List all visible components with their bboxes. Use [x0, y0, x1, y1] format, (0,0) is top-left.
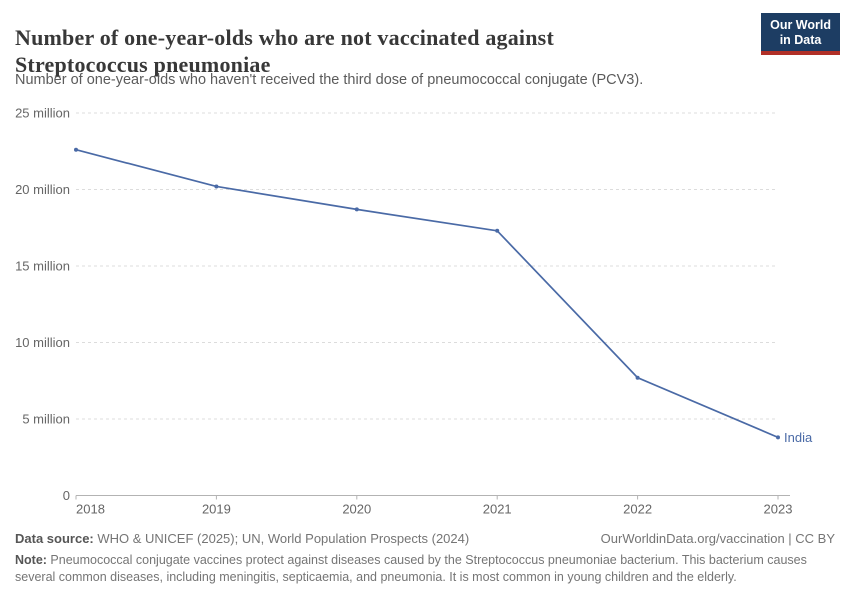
x-tick-label: 2021 [483, 502, 512, 517]
page-title: Number of one-year-olds who are not vacc… [15, 25, 554, 79]
data-source-value: WHO & UNICEF (2025); UN, World Populatio… [93, 531, 470, 546]
series-entity-label[interactable]: India [784, 430, 813, 445]
y-tick-label: 5 million [22, 412, 70, 427]
y-tick-label: 20 million [15, 182, 70, 197]
y-tick-label: 25 million [15, 106, 70, 121]
y-tick-label: 0 [63, 488, 70, 503]
data-point [495, 228, 500, 233]
data-point [776, 435, 780, 440]
series-line [75, 148, 779, 439]
line-chart-canvas: 0 5 million 10 million 15 million 20 million… [0, 95, 850, 535]
y-tick-label: 15 million [15, 259, 70, 274]
y-tick-label: 10 million [15, 335, 70, 350]
note-label: Note: [15, 553, 47, 567]
chart-subtitle: Number of one-year-olds who haven't rece… [15, 72, 644, 88]
note-text: Note: Pneumococcal conjugate vaccines pr… [15, 552, 835, 587]
data-point [214, 184, 219, 189]
data-point [354, 207, 359, 212]
page-title-line2: Streptococcus pneumoniae [15, 51, 271, 77]
chart-footer: Data source: WHO & UNICEF (2025); UN, Wo… [15, 531, 835, 587]
owid-logo-line1: Our World [770, 18, 831, 32]
owid-logo-line2: in Data [779, 32, 822, 47]
page-title-line1: Number of one-year-olds who are not vacc… [15, 24, 554, 50]
x-tick-label: 2018 [76, 502, 105, 517]
x-tick-label: 2023 [764, 502, 793, 517]
x-tick-label: 2022 [623, 502, 652, 517]
source-row: Data source: WHO & UNICEF (2025); UN, Wo… [15, 531, 835, 546]
data-point [74, 147, 78, 152]
x-tick-label: 2019 [202, 502, 231, 517]
x-tick-label: 2020 [342, 502, 371, 517]
line-chart-svg: 0 5 million 10 million 15 million 20 million… [15, 106, 813, 517]
note-value: Pneumococcal conjugate vaccines protect … [15, 553, 807, 585]
data-source-label: Data source: [15, 531, 94, 546]
data-point [635, 375, 640, 380]
data-source-text: Data source: WHO & UNICEF (2025); UN, Wo… [15, 531, 469, 546]
rights-link[interactable]: OurWorldinData.org/vaccination | CC BY [600, 531, 835, 546]
owid-logo[interactable]: Our World in Data [761, 13, 840, 55]
